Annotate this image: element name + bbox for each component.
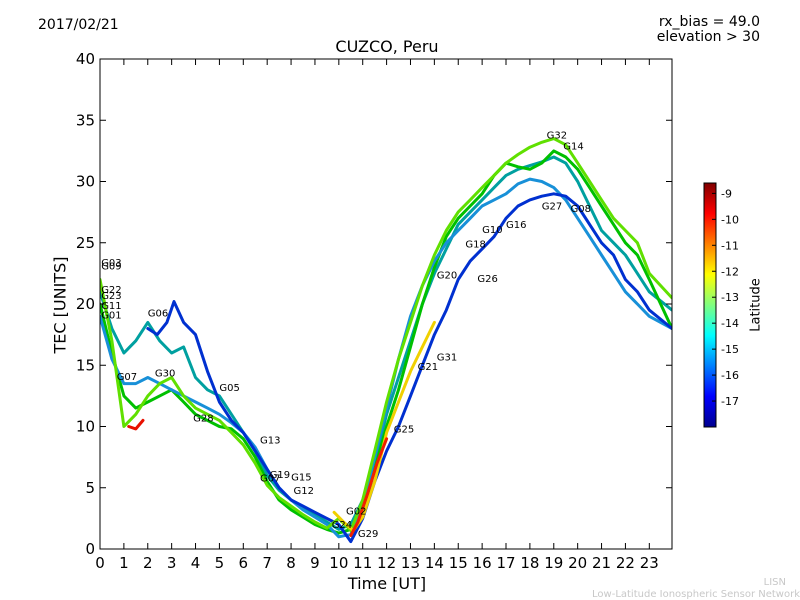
satellite-label: G19	[270, 470, 290, 481]
colorbar-tick-label: -13	[721, 291, 739, 304]
y-tick-label: 35	[76, 111, 95, 129]
satellite-label: G11	[101, 301, 121, 312]
satellite-label: G08	[571, 204, 591, 215]
x-tick-label: 0	[95, 554, 105, 572]
series-line-2	[100, 177, 672, 539]
x-tick-label: 6	[239, 554, 249, 572]
series-line-3	[146, 192, 672, 544]
y-tick-label: 40	[76, 50, 95, 68]
y-tick-label: 15	[76, 356, 95, 374]
satellite-label: G31	[437, 352, 457, 363]
satellite-label: G27	[542, 202, 562, 213]
satellite-label: G14	[563, 142, 583, 153]
satellite-label: G05	[219, 383, 239, 394]
x-tick-label: 20	[568, 554, 587, 572]
colorbar-tick-label: -16	[721, 369, 739, 382]
satellite-label: G29	[358, 529, 378, 540]
satellite-label: G06	[148, 308, 168, 319]
satellite-label: G25	[394, 425, 414, 436]
x-tick-label: 14	[425, 554, 444, 572]
x-tick-label: 18	[520, 554, 539, 572]
x-tick-label: 12	[377, 554, 396, 572]
satellite-label: G30	[155, 368, 175, 379]
colorbar-tick-label: -11	[721, 239, 739, 252]
x-tick-label: 9	[310, 554, 320, 572]
chart-info-rx-bias: rx_bias = 49.0	[658, 14, 760, 30]
x-tick-label: 15	[449, 554, 468, 572]
colorbar-tick-label: -17	[721, 395, 739, 408]
x-tick-label: 11	[353, 554, 372, 572]
colorbar-tick-label: -15	[721, 343, 739, 356]
satellite-label: G09	[101, 262, 121, 273]
x-tick-label: 22	[616, 554, 635, 572]
satellite-label: G26	[477, 274, 497, 285]
x-tick-label: 16	[473, 554, 492, 572]
y-tick-label: 30	[76, 173, 95, 191]
chart-date: 2017/02/21	[38, 17, 119, 33]
colorbar-tick-label: -10	[721, 213, 739, 226]
satellite-label: G22	[101, 285, 121, 296]
series-line-7	[127, 418, 145, 431]
colorbar	[703, 182, 717, 428]
colorbar-tick-label: -12	[721, 265, 739, 278]
plot-frame	[99, 58, 673, 550]
satellite-label: G23	[101, 291, 121, 302]
satellite-label: G07	[117, 372, 137, 383]
y-tick-label: 10	[76, 418, 95, 436]
satellite-label: G10	[482, 225, 502, 236]
x-tick-label: 21	[592, 554, 611, 572]
x-tick-label: 3	[167, 554, 177, 572]
x-tick-label: 19	[544, 554, 563, 572]
series-line-1	[100, 149, 672, 535]
colorbar-tick-label: -9	[721, 187, 732, 200]
x-tick-label: 5	[215, 554, 225, 572]
series-line-6	[349, 437, 389, 537]
x-tick-label: 13	[401, 554, 420, 572]
x-tick-label: 1	[119, 554, 129, 572]
satellite-label: G03	[101, 258, 121, 269]
chart-info-elevation: elevation > 30	[656, 29, 760, 45]
y-tick-label: 20	[76, 295, 95, 313]
satellite-label: G12	[294, 486, 314, 497]
x-tick-label: 17	[496, 554, 515, 572]
x-axis-label: Time [UT]	[347, 574, 427, 593]
satellite-label: G16	[506, 220, 526, 231]
satellite-label: G13	[260, 436, 280, 447]
watermark-lisn: LISN	[763, 577, 786, 588]
satellite-label: G18	[465, 240, 485, 251]
satellite-label: G15	[291, 472, 311, 483]
x-tick-label: 4	[191, 554, 201, 572]
satellite-label: G02	[346, 507, 366, 518]
satellite-label: G21	[418, 362, 438, 373]
satellite-label: G07	[260, 474, 280, 485]
satellite-label: G20	[437, 270, 457, 281]
x-tick-label: 10	[329, 554, 348, 572]
satellite-label: G32	[547, 131, 567, 142]
colorbar-tick-label: -14	[721, 317, 739, 330]
series-line-4	[100, 137, 672, 533]
x-tick-label: 8	[286, 554, 296, 572]
watermark-network: Low-Latitude Ionospheric Sensor Network	[592, 589, 800, 600]
satellite-label: G24	[332, 520, 352, 531]
y-tick-label: 5	[85, 479, 95, 497]
x-tick-label: 7	[262, 554, 272, 572]
y-tick-label: 0	[85, 540, 95, 558]
x-tick-label: 2	[143, 554, 153, 572]
chart-title: CUZCO, Peru	[335, 37, 439, 56]
x-tick-label: 23	[640, 554, 659, 572]
satellite-label: G28	[193, 414, 213, 425]
y-tick-label: 25	[76, 234, 95, 252]
satellite-label: G01	[101, 311, 121, 322]
